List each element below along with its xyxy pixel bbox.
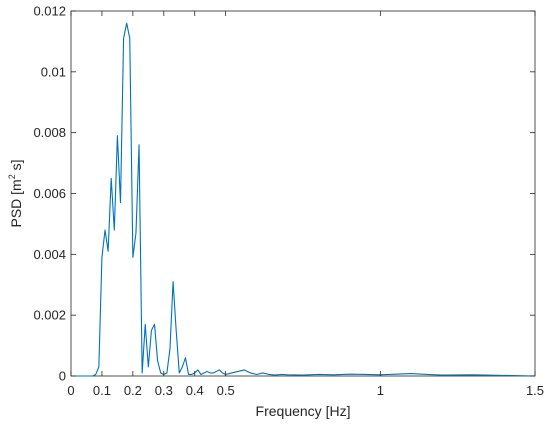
x-axis-title: Frequency [Hz] bbox=[256, 403, 351, 419]
x-tick-label: 0.4 bbox=[186, 383, 204, 398]
y-tick-label: 0.002 bbox=[33, 308, 66, 323]
y-tick-label: 0.012 bbox=[33, 4, 66, 19]
y-axis-ticks: 0 0.002 0.004 0.006 0.008 0.01 0.012 bbox=[33, 4, 535, 384]
x-tick-label: 1 bbox=[377, 383, 384, 398]
psd-series-line bbox=[71, 22, 536, 377]
x-tick-label: 0 bbox=[67, 383, 74, 398]
y-tick-label: 0 bbox=[59, 369, 66, 384]
plot-area bbox=[70, 10, 536, 377]
x-tick-label: 0.3 bbox=[155, 383, 173, 398]
x-axis-ticks: 0 0.1 0.2 0.3 0.4 0.5 1 1.5 bbox=[67, 11, 544, 398]
y-tick-label: 0.004 bbox=[33, 247, 66, 262]
x-tick-label: 1.5 bbox=[526, 383, 544, 398]
x-tick-label: 0.1 bbox=[93, 383, 111, 398]
axes-box bbox=[70, 10, 536, 377]
y-axis-title-base: PSD [m bbox=[8, 179, 24, 227]
y-tick-label: 0.008 bbox=[33, 125, 66, 140]
y-axis-title-sup: 2 bbox=[7, 174, 17, 179]
y-axis-title-tail: s] bbox=[8, 159, 24, 174]
y-axis-title: PSD [m2 s] bbox=[7, 159, 24, 227]
x-tick-label: 0.2 bbox=[124, 383, 142, 398]
x-tick-label: 0.5 bbox=[217, 383, 235, 398]
y-tick-label: 0.01 bbox=[41, 64, 66, 79]
y-tick-label: 0.006 bbox=[33, 186, 66, 201]
